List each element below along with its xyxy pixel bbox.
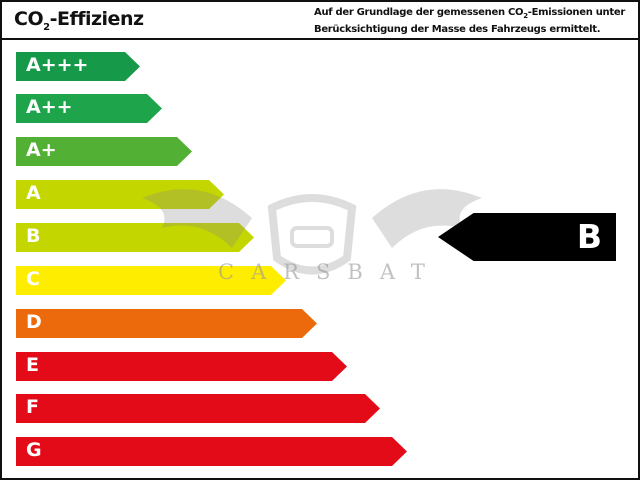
title-text-suffix: -Effizienz <box>49 8 144 30</box>
efficiency-class-label: D <box>26 311 42 333</box>
efficiency-class-label: B <box>26 225 41 247</box>
efficiency-class-label: F <box>26 396 39 418</box>
efficiency-class-bar: A <box>16 180 224 209</box>
efficiency-class-label: A++ <box>26 96 73 118</box>
efficiency-class-bar: A++ <box>16 94 162 123</box>
label-title: CO2-Effizienz <box>14 8 144 33</box>
note-text-suffix: -Emissionen unter <box>527 7 625 18</box>
note-line-1: Auf der Grundlage der gemessenen CO2-Emi… <box>314 6 625 23</box>
rating-label: B <box>576 217 602 256</box>
rating-indicator: B <box>438 213 616 261</box>
efficiency-class-label: A+++ <box>26 54 89 76</box>
efficiency-class-bar: A+++ <box>16 52 140 81</box>
watermark-text: CARSBAT <box>218 260 442 284</box>
header: CO2-Effizienz Auf der Grundlage der geme… <box>2 2 638 40</box>
efficiency-class-bar: D <box>16 309 317 338</box>
efficiency-class-label: C <box>26 268 40 290</box>
efficiency-class-bar: G <box>16 437 407 466</box>
efficiency-class-bar: E <box>16 352 347 381</box>
title-text: CO <box>14 8 44 30</box>
header-note: Auf der Grundlage der gemessenen CO2-Emi… <box>314 6 625 37</box>
note-subscript: 2 <box>523 12 528 20</box>
efficiency-class-label: A+ <box>26 139 57 161</box>
efficiency-class-bar: F <box>16 394 380 423</box>
efficiency-class-bar: C <box>16 266 286 295</box>
efficiency-class-bar: B <box>16 223 254 252</box>
efficiency-class-label: G <box>26 439 42 461</box>
note-text: Auf der Grundlage der gemessenen CO <box>314 7 524 18</box>
efficiency-class-bar: A+ <box>16 137 192 166</box>
efficiency-class-label: A <box>26 182 41 204</box>
note-line-2: Berücksichtigung der Masse des Fahrzeugs… <box>314 24 601 35</box>
title-subscript: 2 <box>43 21 50 33</box>
efficiency-class-label: E <box>26 354 39 376</box>
